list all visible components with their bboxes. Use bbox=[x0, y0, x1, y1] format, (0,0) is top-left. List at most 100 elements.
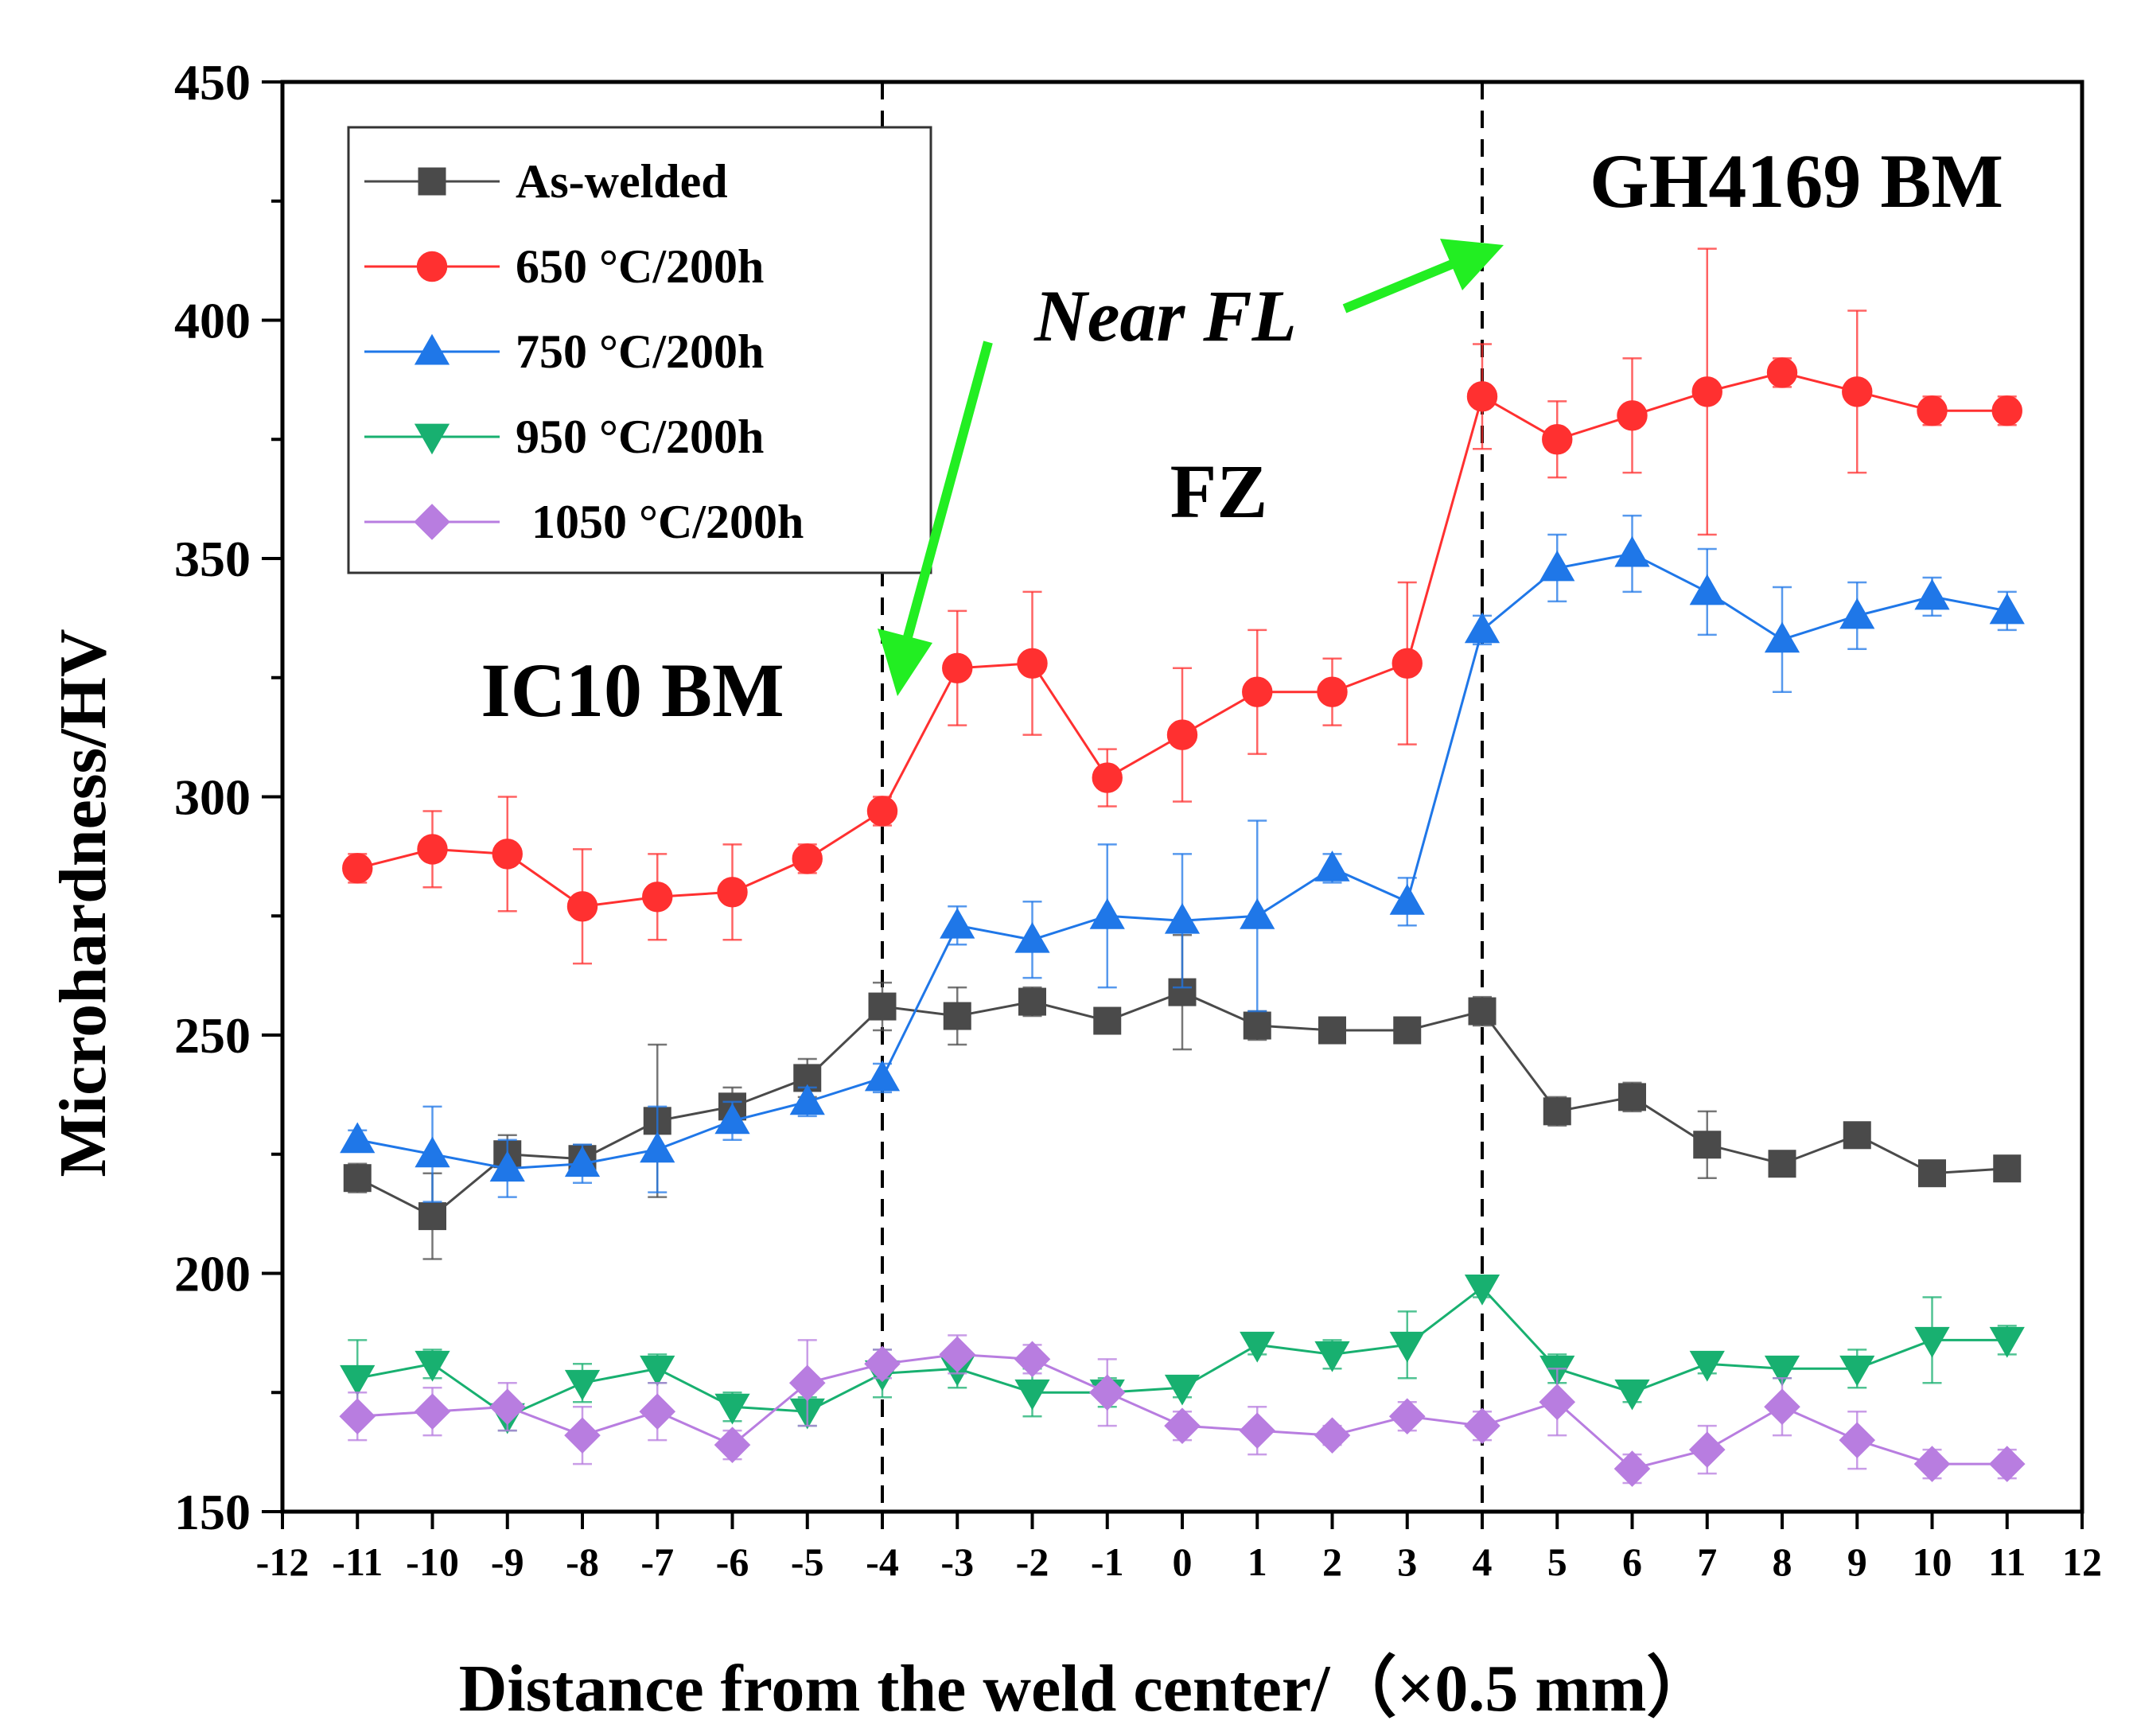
near-fl-arrows bbox=[878, 239, 1504, 696]
data-point bbox=[1988, 1446, 2026, 1482]
data-point bbox=[1843, 1121, 1871, 1150]
y-tick-label: 400 bbox=[174, 293, 251, 349]
y-tick-label: 450 bbox=[174, 54, 251, 111]
data-point bbox=[1018, 987, 1046, 1016]
data-point bbox=[1839, 1355, 1875, 1387]
data-point bbox=[417, 834, 448, 865]
legend-marker bbox=[414, 423, 450, 455]
data-point bbox=[1539, 1384, 1576, 1421]
arrow-to-right-fl bbox=[1342, 258, 1458, 313]
legend: As-welded 650 °C/200h 750 °C/200h 950 °C/20… bbox=[347, 126, 932, 574]
data-point bbox=[1617, 400, 1648, 431]
data-point bbox=[1618, 1083, 1646, 1111]
data-point bbox=[1691, 376, 1722, 407]
y-tick-label: 300 bbox=[174, 769, 251, 826]
data-point bbox=[342, 853, 373, 884]
data-point bbox=[1014, 1379, 1050, 1411]
data-point bbox=[1166, 719, 1198, 750]
arrow-to-left-fl bbox=[897, 341, 993, 662]
data-point bbox=[864, 1345, 901, 1383]
data-point bbox=[1989, 1326, 2025, 1358]
data-point bbox=[642, 882, 673, 913]
data-point bbox=[1842, 376, 1873, 407]
data-point bbox=[792, 843, 823, 874]
data-point bbox=[1614, 1379, 1650, 1411]
x-tick-label: -2 bbox=[1016, 1539, 1049, 1584]
x-tick-label: -10 bbox=[406, 1539, 459, 1584]
legend-marker bbox=[414, 504, 450, 540]
data-point bbox=[492, 839, 523, 870]
data-point bbox=[1164, 902, 1201, 934]
data-point bbox=[1014, 921, 1050, 953]
data-point bbox=[1918, 1159, 1946, 1188]
series-2 bbox=[340, 514, 2025, 1203]
x-tick-label: 5 bbox=[1547, 1539, 1567, 1584]
data-point bbox=[1914, 578, 1950, 610]
data-point bbox=[1239, 1412, 1276, 1449]
data-point bbox=[1318, 1016, 1346, 1045]
data-point bbox=[868, 992, 897, 1021]
data-point bbox=[1839, 1422, 1876, 1458]
x-tick-label: -8 bbox=[566, 1539, 599, 1584]
x-tick-label: 9 bbox=[1847, 1539, 1867, 1584]
data-point bbox=[1164, 1407, 1201, 1444]
data-point bbox=[1314, 1417, 1351, 1454]
data-point bbox=[640, 1355, 675, 1387]
x-tick-label: 2 bbox=[1322, 1539, 1342, 1584]
x-tick-label: -3 bbox=[940, 1539, 974, 1584]
data-point bbox=[1839, 597, 1875, 629]
data-point bbox=[415, 1136, 450, 1168]
data-point bbox=[489, 1150, 525, 1182]
data-point bbox=[1317, 676, 1348, 707]
data-point bbox=[1389, 884, 1425, 915]
legend-label: 650 °C/200h bbox=[516, 240, 764, 293]
data-point bbox=[714, 1427, 751, 1463]
data-point bbox=[866, 796, 898, 827]
data-point bbox=[415, 1350, 450, 1382]
data-point bbox=[1914, 1326, 1950, 1358]
data-point bbox=[564, 1369, 601, 1401]
data-point bbox=[1464, 1275, 1500, 1306]
data-point bbox=[1693, 1131, 1722, 1159]
data-point bbox=[1913, 1446, 1951, 1482]
data-point bbox=[1991, 395, 2022, 426]
x-tick-label: 11 bbox=[1988, 1539, 2026, 1584]
data-point bbox=[1314, 1341, 1350, 1372]
data-point bbox=[1393, 1016, 1422, 1045]
y-axis-title: Microhardness/HV bbox=[46, 629, 120, 1177]
data-point bbox=[1464, 1407, 1500, 1444]
x-tick-label: 0 bbox=[1173, 1539, 1193, 1584]
data-point bbox=[343, 1164, 372, 1193]
data-point bbox=[640, 1131, 675, 1163]
fz-label: FZ bbox=[1170, 449, 1268, 534]
data-point bbox=[1689, 574, 1725, 605]
data-point bbox=[714, 1393, 750, 1425]
data-point bbox=[942, 652, 973, 683]
x-tick-label: -11 bbox=[332, 1539, 383, 1584]
series-4 bbox=[339, 1334, 2026, 1487]
x-tick-label: -9 bbox=[491, 1539, 524, 1584]
legend-label: 950 °C/200h bbox=[516, 411, 764, 463]
legend-marker bbox=[418, 167, 446, 196]
data-point bbox=[1766, 357, 1798, 388]
y-tick-label: 200 bbox=[174, 1246, 251, 1302]
data-point bbox=[1539, 550, 1575, 582]
data-point bbox=[1764, 1355, 1800, 1387]
data-point bbox=[1164, 1374, 1201, 1406]
data-point bbox=[1240, 897, 1275, 929]
data-point bbox=[1464, 612, 1500, 644]
data-point bbox=[1989, 593, 2025, 625]
data-point bbox=[939, 1336, 976, 1373]
data-point bbox=[340, 1122, 376, 1154]
x-tick-label: -5 bbox=[791, 1539, 824, 1584]
x-tick-label: 10 bbox=[1913, 1539, 1952, 1584]
data-point bbox=[789, 1084, 825, 1115]
data-point bbox=[1689, 1350, 1725, 1382]
x-tick-label: -4 bbox=[866, 1539, 899, 1584]
legend-label: 750 °C/200h bbox=[516, 325, 764, 378]
x-tick-label: 3 bbox=[1397, 1539, 1417, 1584]
x-tick-label: 1 bbox=[1247, 1539, 1267, 1584]
legend-marker bbox=[416, 251, 448, 282]
data-point bbox=[339, 1398, 376, 1435]
